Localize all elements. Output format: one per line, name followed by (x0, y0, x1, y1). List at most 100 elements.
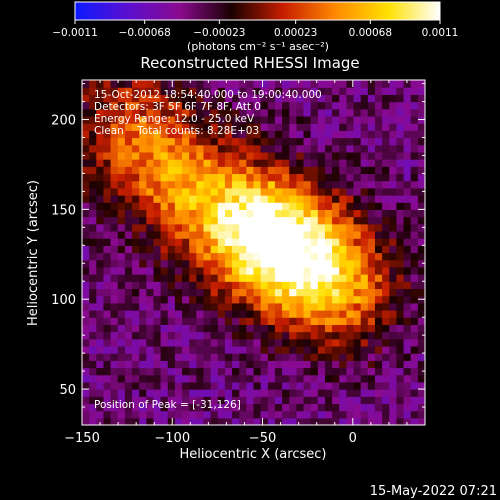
heatmap-cell (396, 115, 405, 124)
heatmap-cell (396, 266, 405, 275)
heatmap-cell (182, 209, 190, 218)
heatmap-cell (246, 288, 255, 297)
heatmap-cell (196, 151, 205, 160)
heatmap-cell (210, 123, 219, 131)
heatmap-cell (89, 252, 97, 261)
heatmap-cell (353, 108, 362, 117)
heatmap-cell (189, 245, 197, 254)
heatmap-cell (189, 317, 197, 325)
heatmap-cell (82, 252, 90, 261)
heatmap-cell (224, 230, 233, 239)
heatmap-cell (382, 230, 390, 239)
heatmap-cell (353, 101, 362, 110)
heatmap-cell (389, 310, 398, 318)
heatmap-cell (232, 317, 240, 325)
heatmap-cell (203, 94, 212, 103)
heatmap-cell (403, 374, 412, 383)
heatmap-cell (317, 417, 326, 425)
heatmap-cell (160, 159, 169, 167)
heatmap-cell (146, 115, 155, 124)
heatmap-cell (267, 281, 276, 290)
heatmap-cell (274, 209, 283, 218)
heatmap-cell (282, 245, 290, 254)
heatmap-cell (346, 410, 355, 419)
heatmap-cell (132, 338, 140, 347)
heatmap-cell (153, 353, 162, 361)
heatmap-cell (153, 302, 162, 311)
heatmap-cell (174, 259, 183, 268)
heatmap-cell (224, 115, 233, 124)
heatmap-cell (196, 216, 205, 225)
heatmap-cell (310, 108, 319, 117)
heatmap-cell (182, 259, 190, 268)
heatmap-cell (153, 151, 162, 160)
heatmap-cell (260, 252, 269, 261)
heatmap-cell (410, 209, 419, 218)
heatmap-cell (89, 209, 97, 218)
heatmap-cell (396, 374, 405, 383)
heatmap-cell (124, 144, 133, 153)
heatmap-cell (410, 281, 419, 290)
heatmap-cell (346, 223, 355, 232)
heatmap-cell (396, 353, 405, 361)
heatmap-cell (117, 317, 126, 325)
heatmap-cell (139, 252, 147, 261)
heatmap-cell (246, 223, 255, 232)
heatmap-cell (324, 252, 333, 261)
heatmap-cell (353, 317, 362, 325)
heatmap-cell (96, 230, 105, 239)
heatmap-cell (253, 87, 262, 95)
heatmap-cell (303, 87, 312, 95)
heatmap-cell (389, 94, 398, 103)
heatmap-cell (210, 130, 219, 139)
heatmap-cell (103, 389, 112, 397)
heatmap-cell (332, 374, 340, 383)
heatmap-cell (217, 281, 226, 290)
heatmap-cell (103, 338, 112, 347)
heatmap-cell (410, 295, 419, 304)
heatmap-cell (289, 223, 297, 232)
heatmap-cell (324, 80, 333, 88)
heatmap-cell (167, 367, 176, 376)
heatmap-cell (382, 123, 390, 131)
heatmap-cell (132, 108, 140, 117)
heatmap-cell (332, 137, 340, 146)
heatmap-cell (367, 151, 376, 160)
heatmap-cell (367, 266, 376, 275)
heatmap-cell (282, 345, 290, 354)
heatmap-cell (89, 381, 97, 390)
heatmap-cell (253, 389, 262, 397)
heatmap-cell (332, 288, 340, 297)
heatmap-cell (117, 80, 126, 88)
heatmap-cell (324, 389, 333, 397)
heatmap-cell (410, 259, 419, 268)
heatmap-cell (196, 266, 205, 275)
heatmap-cell (210, 331, 219, 340)
heatmap-cell (217, 389, 226, 397)
heatmap-cell (224, 310, 233, 318)
heatmap-cell (360, 266, 369, 275)
heatmap-cell (396, 324, 405, 333)
heatmap-cell (324, 345, 333, 354)
heatmap-cell (253, 403, 262, 412)
heatmap-cell (389, 151, 398, 160)
heatmap-cell (253, 331, 262, 340)
heatmap-cell (103, 173, 112, 182)
heatmap-cell (103, 115, 112, 124)
heatmap-cell (346, 187, 355, 196)
heatmap-cell (374, 230, 383, 239)
heatmap-cell (310, 130, 319, 139)
heatmap-cell (117, 94, 126, 103)
heatmap-cell (303, 317, 312, 325)
heatmap-cell (232, 230, 240, 239)
heatmap-cell (303, 288, 312, 297)
heatmap-cell (403, 108, 412, 117)
heatmap-cell (389, 245, 398, 254)
heatmap-cell (267, 389, 276, 397)
heatmap-cell (153, 396, 162, 405)
heatmap-cell (353, 238, 362, 246)
heatmap-cell (224, 187, 233, 196)
heatmap-cell (217, 374, 226, 383)
heatmap-cell (139, 238, 147, 246)
heatmap-cell (332, 331, 340, 340)
